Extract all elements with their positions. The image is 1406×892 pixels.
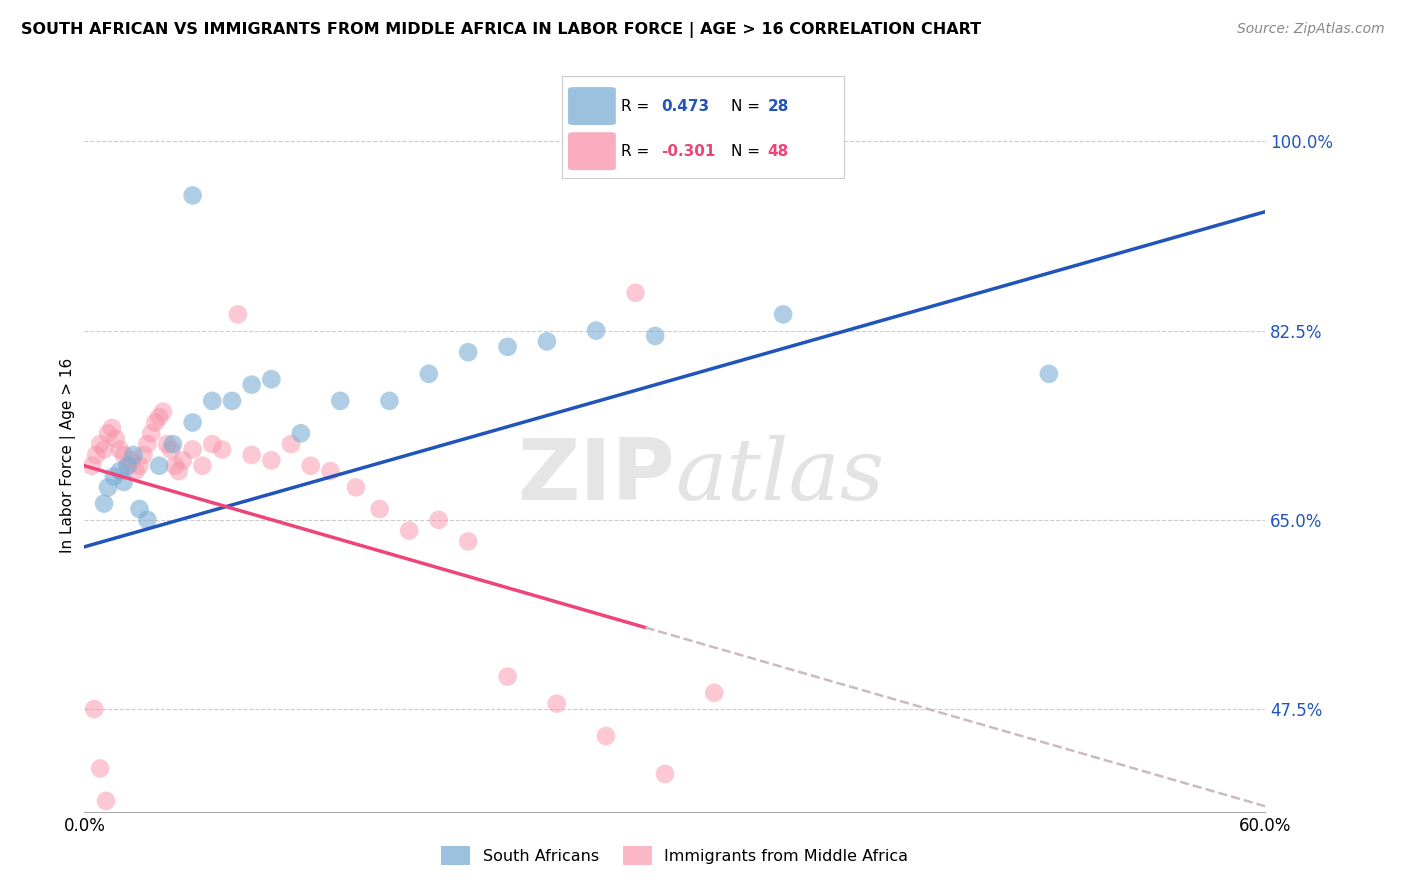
- Point: [108, 464, 131, 478]
- Point: [1038, 367, 1060, 381]
- Point: [97, 426, 120, 441]
- Point: [378, 393, 401, 408]
- Point: [496, 340, 519, 354]
- Legend: South Africans, Immigrants from Middle Africa: South Africans, Immigrants from Middle A…: [434, 839, 915, 871]
- Point: [128, 502, 150, 516]
- Point: [398, 524, 420, 538]
- FancyBboxPatch shape: [568, 87, 616, 125]
- Point: [226, 307, 249, 321]
- Point: [112, 475, 135, 489]
- Point: [112, 448, 135, 462]
- Point: [128, 458, 150, 473]
- Text: SOUTH AFRICAN VS IMMIGRANTS FROM MIDDLE AFRICA IN LABOR FORCE | AGE > 16 CORRELA: SOUTH AFRICAN VS IMMIGRANTS FROM MIDDLE …: [21, 22, 981, 38]
- Point: [654, 767, 676, 781]
- Point: [211, 442, 233, 457]
- Point: [319, 464, 342, 478]
- Point: [93, 497, 115, 511]
- Point: [167, 464, 190, 478]
- Point: [644, 329, 666, 343]
- Point: [260, 372, 283, 386]
- Point: [97, 480, 120, 494]
- Point: [344, 480, 367, 494]
- Point: [536, 334, 558, 349]
- Point: [148, 410, 170, 425]
- Point: [595, 729, 617, 743]
- Point: [329, 393, 352, 408]
- Point: [156, 437, 179, 451]
- Point: [427, 513, 450, 527]
- Point: [418, 367, 440, 381]
- Text: 0.473: 0.473: [661, 99, 709, 113]
- Point: [122, 448, 145, 462]
- Point: [162, 437, 184, 451]
- Point: [624, 285, 647, 300]
- Text: atlas: atlas: [675, 435, 884, 517]
- Point: [181, 416, 204, 430]
- Text: -0.301: -0.301: [661, 144, 716, 159]
- Text: 48: 48: [768, 144, 789, 159]
- Point: [82, 458, 104, 473]
- Point: [457, 534, 479, 549]
- Point: [160, 442, 183, 457]
- Point: [132, 448, 155, 462]
- Point: [240, 448, 263, 462]
- Point: [299, 458, 322, 473]
- Point: [93, 442, 115, 457]
- Point: [89, 762, 111, 776]
- Point: [585, 324, 607, 338]
- Point: [89, 437, 111, 451]
- Text: 28: 28: [768, 99, 789, 113]
- Point: [101, 421, 124, 435]
- Point: [772, 307, 794, 321]
- Text: N =: N =: [731, 144, 765, 159]
- Point: [148, 458, 170, 473]
- Point: [117, 458, 139, 473]
- Point: [94, 794, 117, 808]
- Text: R =: R =: [621, 144, 655, 159]
- Point: [124, 464, 146, 478]
- Point: [181, 442, 204, 457]
- Point: [368, 502, 391, 516]
- FancyBboxPatch shape: [568, 132, 616, 170]
- Point: [163, 458, 186, 473]
- Point: [181, 188, 204, 202]
- Text: N =: N =: [731, 99, 765, 113]
- Point: [280, 437, 302, 451]
- Point: [546, 697, 568, 711]
- Text: R =: R =: [621, 99, 655, 113]
- Point: [83, 702, 105, 716]
- Point: [141, 426, 163, 441]
- Point: [121, 453, 143, 467]
- Point: [290, 426, 312, 441]
- Point: [136, 513, 159, 527]
- Point: [703, 686, 725, 700]
- Point: [496, 669, 519, 683]
- Text: Source: ZipAtlas.com: Source: ZipAtlas.com: [1237, 22, 1385, 37]
- Point: [103, 469, 125, 483]
- Point: [191, 458, 214, 473]
- Point: [221, 393, 243, 408]
- Point: [457, 345, 479, 359]
- Point: [172, 453, 194, 467]
- Point: [152, 405, 174, 419]
- Point: [260, 453, 283, 467]
- Point: [201, 393, 224, 408]
- Text: ZIP: ZIP: [517, 434, 675, 518]
- Y-axis label: In Labor Force | Age > 16: In Labor Force | Age > 16: [60, 358, 76, 552]
- Point: [201, 437, 224, 451]
- Point: [84, 448, 107, 462]
- Point: [104, 432, 127, 446]
- Point: [143, 416, 166, 430]
- Point: [117, 458, 139, 473]
- Point: [108, 442, 131, 457]
- Point: [136, 437, 159, 451]
- Point: [240, 377, 263, 392]
